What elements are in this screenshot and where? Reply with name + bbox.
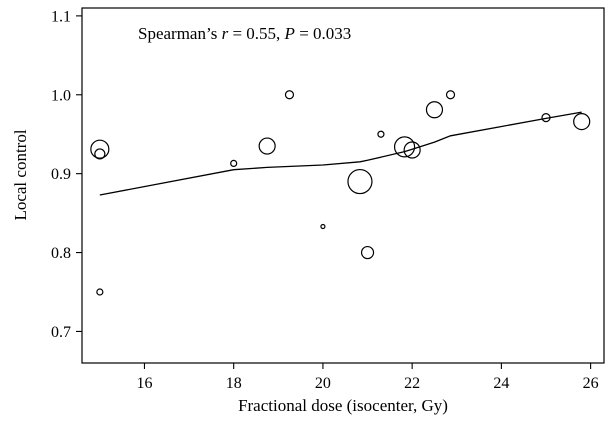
fit-line-group <box>99 111 582 196</box>
y-axis: 0.7 0.8 0.9 1.0 1.1 <box>51 8 82 341</box>
y-axis-title: Local control <box>11 129 30 220</box>
data-point <box>541 113 551 123</box>
x-axis-title: Fractional dose (isocenter, Gy) <box>238 396 448 415</box>
data-point <box>284 90 295 100</box>
x-tick-label: 26 <box>583 375 599 392</box>
data-point <box>360 245 375 260</box>
plot-frame <box>81 7 605 364</box>
x-tick-label: 16 <box>136 375 152 392</box>
x-tick-label: 20 <box>315 375 331 392</box>
x-tick-label: 18 <box>226 375 242 392</box>
data-point <box>90 139 110 159</box>
x-tick-label: 22 <box>404 375 420 392</box>
y-tick-label: 1.1 <box>51 8 71 25</box>
data-point <box>573 112 591 131</box>
data-point <box>425 101 444 119</box>
y-tick-label: 0.7 <box>51 324 71 341</box>
data-point <box>230 159 238 168</box>
data-point <box>94 148 106 160</box>
data-point <box>320 223 326 230</box>
y-tick-label: 0.9 <box>51 166 71 183</box>
points-group <box>90 90 591 296</box>
data-point <box>403 141 421 159</box>
data-point <box>258 137 276 155</box>
x-tick-label: 24 <box>493 375 509 392</box>
data-point <box>347 168 373 195</box>
data-point <box>445 90 456 100</box>
data-point <box>96 288 104 296</box>
correlation-annotation: Spearman’s r = 0.55, P = 0.033 <box>138 24 351 43</box>
y-tick-label: 1.0 <box>51 87 71 104</box>
data-point <box>377 130 385 138</box>
fit-line <box>99 111 582 196</box>
y-tick-label: 0.8 <box>51 245 71 262</box>
x-axis: 16 18 20 22 24 26 <box>136 363 599 392</box>
data-point <box>393 136 416 158</box>
